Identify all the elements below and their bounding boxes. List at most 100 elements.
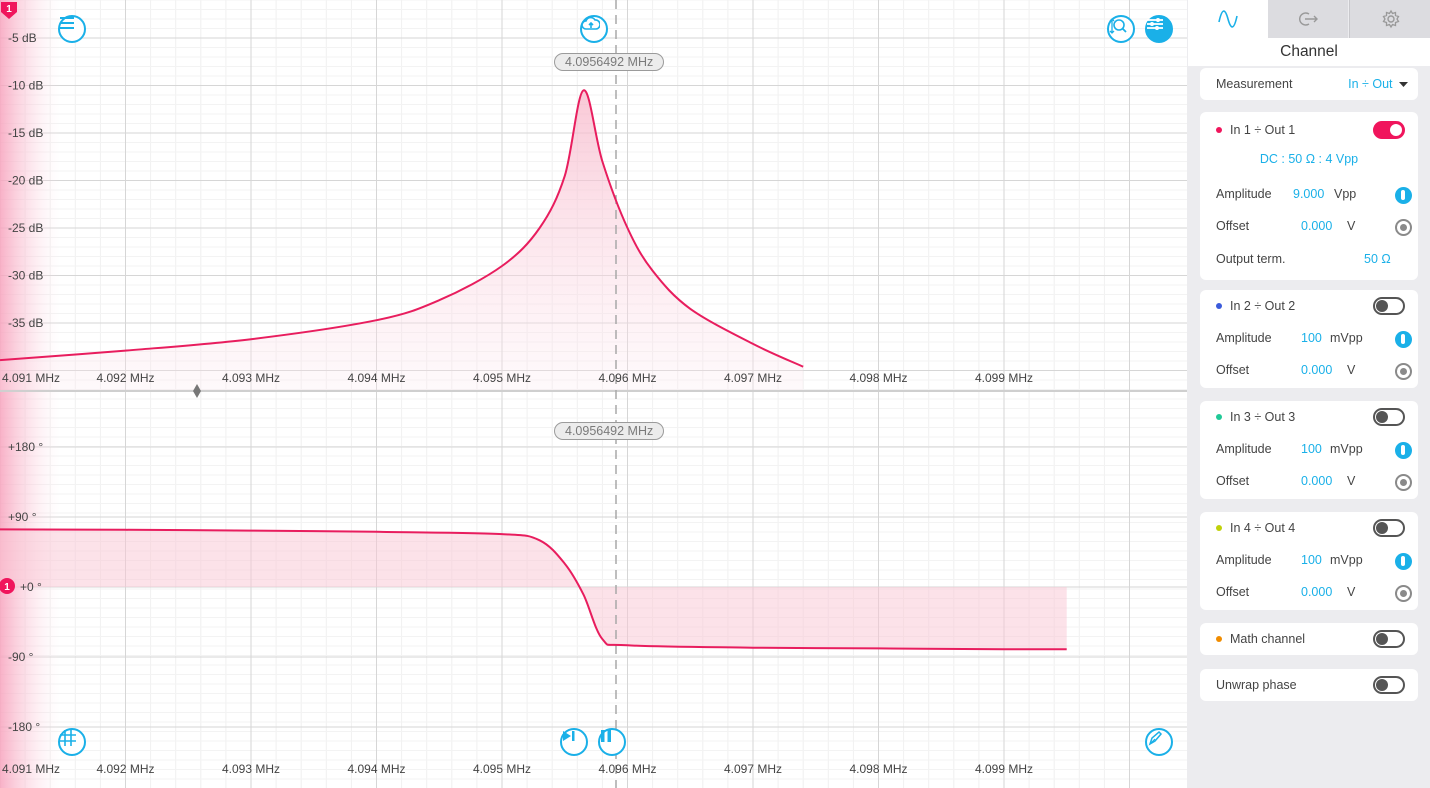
channel-4-amplitude-row: Amplitude 100 mVpp bbox=[1216, 550, 1410, 570]
gear-icon bbox=[1382, 9, 1399, 29]
bottom-cursor-frequency-label[interactable]: 4.0956492 MHz bbox=[554, 422, 665, 440]
plots-svg[interactable]: -5 dB -10 dB -15 dB -20 dB -25 dB -30 dB -35 d… bbox=[0, 0, 1187, 788]
pause-icon bbox=[601, 730, 611, 742]
magnitude-x-tick-label: 4.098 MHz bbox=[850, 371, 908, 385]
math-channel-toggle[interactable] bbox=[1373, 630, 1405, 648]
phase-x-tick-label: 4.095 MHz bbox=[473, 762, 531, 776]
channel-2-amplitude-enable-icon[interactable] bbox=[1395, 331, 1412, 348]
channel-3-toggle[interactable] bbox=[1373, 408, 1405, 426]
unwrap-phase-label: Unwrap phase bbox=[1216, 678, 1297, 692]
magnitude-y-tick-label: -20 dB bbox=[8, 174, 43, 188]
channel-1-output-term-label: Output term. bbox=[1216, 252, 1286, 266]
magnitude-x-tick-label: 4.094 MHz bbox=[348, 371, 406, 385]
tab-output[interactable] bbox=[1268, 0, 1348, 38]
phase-y-tick-label: +90 ° bbox=[8, 510, 37, 524]
channel-4-offset-label: Offset bbox=[1216, 585, 1250, 599]
math-channel-card: Math channel bbox=[1200, 623, 1418, 655]
channel-1-amplitude-label: Amplitude bbox=[1216, 187, 1272, 201]
settings-sliders-button[interactable] bbox=[1145, 15, 1173, 43]
channel-1-output-term-row: Output term. 50 Ω bbox=[1216, 249, 1410, 269]
pen-icon bbox=[1148, 730, 1163, 746]
single-step-button[interactable] bbox=[560, 728, 588, 756]
channel-marker-top[interactable]: 1 bbox=[1, 2, 17, 19]
phase-x-tick-label: 4.093 MHz bbox=[222, 762, 280, 776]
output-icon bbox=[1299, 12, 1318, 26]
channel-4-name: In 4 ÷ Out 4 bbox=[1230, 521, 1296, 535]
tab-settings[interactable] bbox=[1349, 0, 1430, 38]
panel-title: Channel bbox=[1188, 38, 1430, 66]
cloud-upload-icon bbox=[582, 17, 600, 30]
tab-channel[interactable] bbox=[1188, 0, 1268, 38]
channel-2-amplitude-value[interactable]: 100 bbox=[1301, 331, 1322, 345]
channel-2-offset-value[interactable]: 0.000 bbox=[1301, 363, 1333, 377]
phase-x-tick-label: 4.092 MHz bbox=[97, 762, 155, 776]
svg-text:1: 1 bbox=[4, 582, 10, 593]
magnitude-y-tick-label: -35 dB bbox=[8, 316, 43, 330]
channel-3-offset-value[interactable]: 0.000 bbox=[1301, 474, 1333, 488]
draw-button[interactable] bbox=[1145, 728, 1173, 756]
channel-1-coupling[interactable]: DC : 50 Ω : 4 Vpp bbox=[1259, 152, 1359, 166]
phase-series-line bbox=[0, 528, 1067, 651]
cloud-upload-button[interactable] bbox=[580, 15, 608, 43]
pause-button[interactable] bbox=[598, 728, 626, 756]
channel-3-card: In 3 ÷ Out 3 Amplitude 100 mVpp Offset 0… bbox=[1200, 401, 1418, 499]
phase-fill bbox=[0, 529, 1067, 650]
channel-4-amplitude-enable-icon[interactable] bbox=[1395, 553, 1412, 570]
channel-3-offset-row: Offset 0.000 V bbox=[1216, 471, 1410, 491]
autoscale-button[interactable] bbox=[1107, 15, 1135, 43]
phase-y-tick-label: -90 ° bbox=[8, 650, 34, 664]
magnitude-y-tick-label: -5 dB bbox=[8, 31, 37, 45]
unwrap-phase-toggle[interactable] bbox=[1373, 676, 1405, 694]
channel-1-offset-value[interactable]: 0.000 bbox=[1301, 219, 1333, 233]
math-channel-name: Math channel bbox=[1230, 632, 1306, 646]
sliders-icon bbox=[1147, 18, 1163, 30]
measurement-label: Measurement bbox=[1216, 77, 1293, 91]
channel-2-toggle[interactable] bbox=[1373, 297, 1405, 315]
plot-area[interactable]: -5 dB -10 dB -15 dB -20 dB -25 dB -30 dB -35 d… bbox=[0, 0, 1187, 788]
phase-x-tick-label: 4.099 MHz bbox=[975, 762, 1033, 776]
math-channel-header: Math channel bbox=[1216, 629, 1410, 649]
channel-1-color-dot bbox=[1216, 126, 1222, 133]
channel-4-toggle[interactable] bbox=[1373, 519, 1405, 537]
channel-2-offset-enable-icon[interactable] bbox=[1395, 363, 1412, 380]
channel-1-offset-label: Offset bbox=[1216, 219, 1250, 233]
channel-4-amplitude-value[interactable]: 100 bbox=[1301, 553, 1322, 567]
magnitude-x-tick-label: 4.093 MHz bbox=[222, 371, 280, 385]
channel-1-amplitude-unit: Vpp bbox=[1334, 187, 1357, 201]
channel-4-offset-row: Offset 0.000 V bbox=[1216, 582, 1410, 602]
channel-4-header: In 4 ÷ Out 4 bbox=[1216, 518, 1410, 538]
menu-icon bbox=[60, 17, 74, 29]
channel-1-toggle[interactable] bbox=[1373, 121, 1405, 139]
channel-4-offset-value[interactable]: 0.000 bbox=[1301, 585, 1333, 599]
divider-handle-icon[interactable] bbox=[193, 384, 201, 398]
magnitude-y-tick-label: -25 dB bbox=[8, 221, 43, 235]
magnitude-y-tick-label: -15 dB bbox=[8, 126, 43, 140]
channel-1-offset-enable-icon[interactable] bbox=[1395, 219, 1412, 236]
magnitude-x-tick-label: 4.096 MHz bbox=[599, 371, 657, 385]
measurement-select[interactable]: In ÷ Out bbox=[1348, 74, 1408, 94]
channel-3-offset-enable-icon[interactable] bbox=[1395, 474, 1412, 491]
channel-1-output-term-value[interactable]: 50 Ω bbox=[1364, 252, 1391, 266]
channel-4-offset-unit: V bbox=[1347, 585, 1356, 599]
settings-panel: Channel Measurement In ÷ Out In 1 ÷ Out … bbox=[1188, 0, 1430, 788]
channel-4-amplitude-unit: mVpp bbox=[1330, 553, 1363, 567]
channel-1-amplitude-enable-icon[interactable] bbox=[1395, 187, 1412, 204]
channel-1-offset-row: Offset 0.000 V bbox=[1216, 216, 1410, 236]
phase-x-tick-label: 4.094 MHz bbox=[348, 762, 406, 776]
channel-2-offset-row: Offset 0.000 V bbox=[1216, 360, 1410, 380]
menu-button[interactable] bbox=[58, 15, 86, 43]
top-cursor-frequency-label[interactable]: 4.0956492 MHz bbox=[554, 53, 665, 71]
zoom-autoscale-icon bbox=[1109, 18, 1127, 34]
channel-1-name: In 1 ÷ Out 1 bbox=[1230, 123, 1296, 137]
channel-marker-bottom[interactable]: 1 bbox=[0, 578, 15, 594]
channel-3-amplitude-value[interactable]: 100 bbox=[1301, 442, 1322, 456]
channel-4-offset-enable-icon[interactable] bbox=[1395, 585, 1412, 602]
grid-toggle-button[interactable] bbox=[58, 728, 86, 756]
channel-3-name: In 3 ÷ Out 3 bbox=[1230, 410, 1296, 424]
unwrap-phase-card: Unwrap phase bbox=[1200, 669, 1418, 701]
channel-2-offset-label: Offset bbox=[1216, 363, 1250, 377]
channel-3-amplitude-enable-icon[interactable] bbox=[1395, 442, 1412, 459]
magnitude-x-tick-label: 4.095 MHz bbox=[473, 371, 531, 385]
channel-1-amplitude-value[interactable]: 9.000 bbox=[1293, 187, 1325, 201]
magnitude-y-tick-label: -10 dB bbox=[8, 79, 43, 93]
